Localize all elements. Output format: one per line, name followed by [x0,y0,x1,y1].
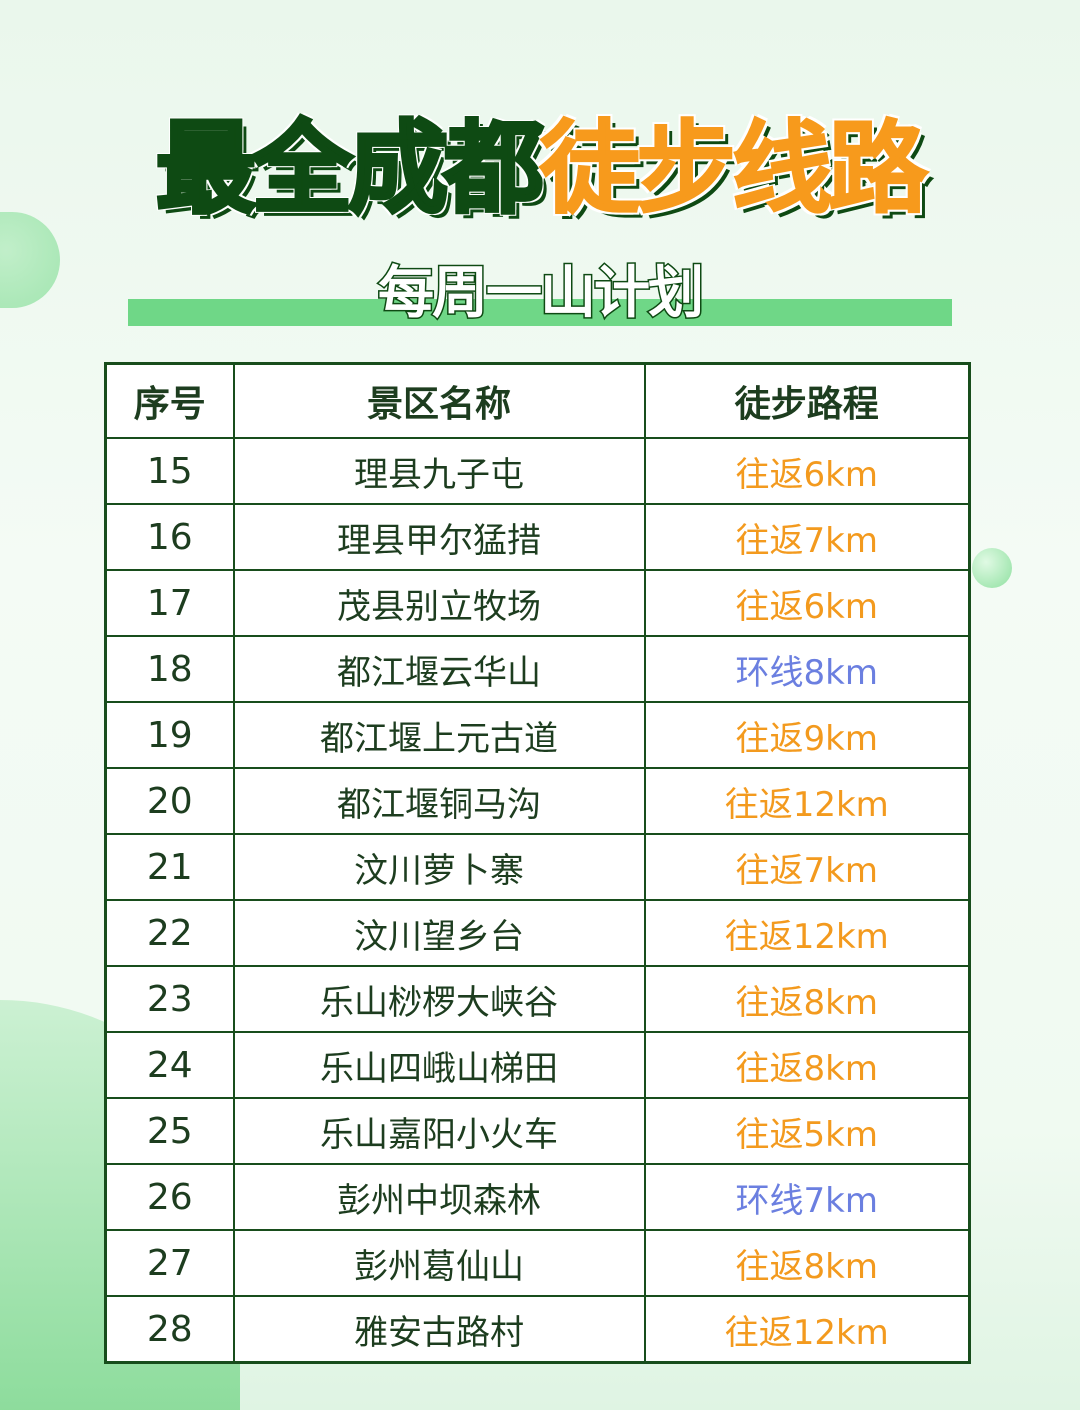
row-distance: 往返7km [643,833,971,901]
row-number: 23 [104,965,235,1033]
table-row: 17 茂县别立牧场 往返6km [104,569,971,637]
row-distance: 环线7km [643,1163,971,1231]
row-number: 26 [104,1163,235,1231]
table-row: 20 都江堰铜马沟 往返12km [104,767,971,835]
table-row: 18 都江堰云华山 环线8km [104,635,971,703]
subtitle-underline [128,299,952,326]
row-number: 15 [104,437,235,505]
row-number: 18 [104,635,235,703]
row-name: 雅安古路村 [232,1295,646,1364]
page-title: 最全成都徒步线路 [0,104,1080,234]
table-row: 19 都江堰上元古道 往返9km [104,701,971,769]
row-name: 都江堰上元古道 [232,701,646,769]
row-distance: 往返12km [643,899,971,967]
row-number: 16 [104,503,235,571]
row-name: 理县九子屯 [232,437,646,505]
header-name: 景区名称 [232,362,646,439]
row-distance: 往返6km [643,569,971,637]
row-number: 20 [104,767,235,835]
table-row: 25 乐山嘉阳小火车 往返5km [104,1097,971,1165]
row-distance: 往返12km [643,1295,971,1364]
header-distance: 徒步路程 [643,362,971,439]
row-name: 乐山桫椤大峡谷 [232,965,646,1033]
row-name: 乐山四峨山梯田 [232,1031,646,1099]
subtitle: 每周一山计划 [377,260,706,328]
table-row: 24 乐山四峨山梯田 往返8km [104,1031,971,1099]
row-distance: 往返6km [643,437,971,505]
title-part1: 最全成都 [154,108,546,229]
row-name: 都江堰云华山 [232,635,646,703]
row-distance: 环线8km [643,635,971,703]
row-name: 彭州中坝森林 [232,1163,646,1231]
title-part2: 徒步线路 [539,109,929,228]
row-distance: 往返12km [643,767,971,835]
row-name: 汶川萝卜寨 [232,833,646,901]
decorative-circle [972,548,1012,588]
row-number: 24 [104,1031,235,1099]
row-name: 都江堰铜马沟 [232,767,646,835]
row-distance: 往返8km [643,965,971,1033]
row-distance: 往返8km [643,1031,971,1099]
row-distance: 往返9km [643,701,971,769]
row-number: 22 [104,899,235,967]
row-number: 27 [104,1229,235,1297]
row-distance: 往返5km [643,1097,971,1165]
row-number: 28 [104,1295,235,1364]
table-row: 22 汶川望乡台 往返12km [104,899,971,967]
row-number: 17 [104,569,235,637]
row-name: 理县甲尔猛措 [232,503,646,571]
table-row: 16 理县甲尔猛措 往返7km [104,503,971,571]
row-name: 茂县别立牧场 [232,569,646,637]
table-row: 21 汶川萝卜寨 往返7km [104,833,971,901]
row-distance: 往返8km [643,1229,971,1297]
table-row: 26 彭州中坝森林 环线7km [104,1163,971,1231]
row-number: 21 [104,833,235,901]
table-row: 23 乐山桫椤大峡谷 往返8km [104,965,971,1033]
row-name: 彭州葛仙山 [232,1229,646,1297]
table-row: 27 彭州葛仙山 往返8km [104,1229,971,1297]
row-number: 19 [104,701,235,769]
header-number: 序号 [104,362,235,439]
table-row: 28 雅安古路村 往返12km [104,1295,971,1364]
row-name: 汶川望乡台 [232,899,646,967]
table-header-row: 序号 景区名称 徒步路程 [104,362,971,439]
table-row: 15 理县九子屯 往返6km [104,437,971,505]
row-name: 乐山嘉阳小火车 [232,1097,646,1165]
row-distance: 往返7km [643,503,971,571]
row-number: 25 [104,1097,235,1165]
routes-table: 序号 景区名称 徒步路程 15 理县九子屯 往返6km 16 理县甲尔猛措 往返7km 17… [104,362,971,1364]
